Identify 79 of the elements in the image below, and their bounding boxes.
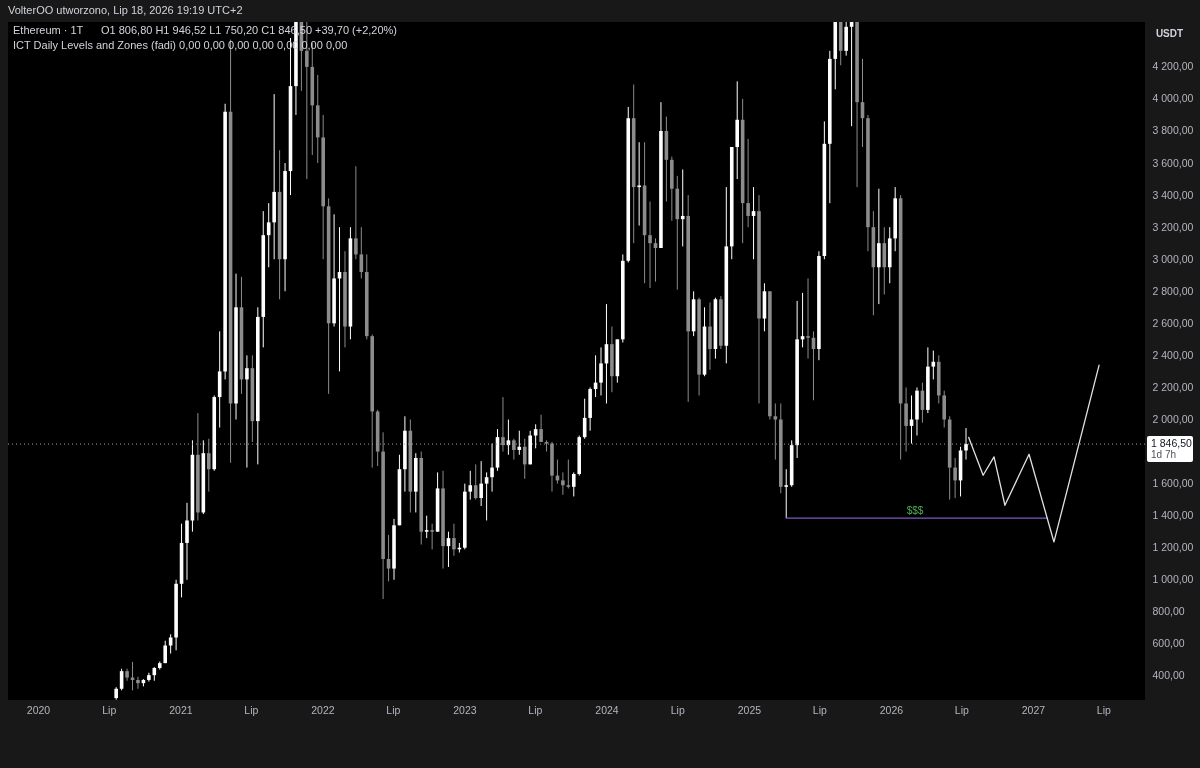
x-tick-label: 2021 bbox=[169, 703, 193, 716]
candlestick bbox=[490, 443, 494, 493]
x-tick-label: Lip bbox=[1096, 703, 1112, 716]
candlestick bbox=[522, 438, 527, 480]
candlestick bbox=[599, 346, 603, 396]
x-tick-label: Lip bbox=[528, 703, 543, 716]
x-tick-label: 2027 bbox=[1021, 703, 1046, 716]
ref-line-label: 1 846,50 bbox=[1151, 437, 1193, 450]
candlestick bbox=[501, 396, 505, 453]
candlestick bbox=[452, 523, 456, 557]
x-tick-label: 2022 bbox=[311, 703, 335, 716]
y-tick-label: 2 600,00 bbox=[1152, 316, 1194, 329]
y-tick-label: 1 400,00 bbox=[1152, 509, 1194, 522]
candlestick bbox=[571, 471, 576, 497]
y-tick-label: 3 600,00 bbox=[1152, 156, 1194, 169]
chart-subtitle: Ethereum · 1T bbox=[13, 24, 84, 36]
x-tick-label: Lip bbox=[670, 703, 685, 716]
y-tick-label: 3 200,00 bbox=[1152, 220, 1194, 233]
x-tick-label: Lip bbox=[954, 703, 969, 716]
candlestick bbox=[473, 463, 478, 501]
candlestick bbox=[773, 402, 778, 461]
candlestick bbox=[784, 468, 789, 519]
x-tick-label: Lip bbox=[244, 703, 259, 716]
candlestick bbox=[806, 277, 810, 360]
candlestick bbox=[953, 457, 957, 499]
candlestick bbox=[168, 633, 173, 655]
candlestick bbox=[561, 471, 565, 496]
chart-title: VolterOO utworzono, Lip 18, 2026 19:19 UTC+2 bbox=[8, 3, 243, 16]
x-tick-label: 2026 bbox=[879, 703, 904, 716]
candlestick bbox=[136, 676, 140, 690]
line-series bbox=[968, 364, 1100, 543]
candlestick bbox=[266, 202, 271, 268]
y-tick-label: 2 800,00 bbox=[1152, 284, 1194, 297]
y-tick-label: 4 200,00 bbox=[1152, 60, 1194, 73]
candlestick bbox=[468, 470, 473, 501]
y-tick-label: 3 000,00 bbox=[1152, 252, 1194, 265]
x-tick-label: 2024 bbox=[595, 703, 619, 716]
y-tick-label: 1 200,00 bbox=[1152, 541, 1194, 554]
candlestick bbox=[637, 141, 641, 227]
candlestick bbox=[680, 168, 685, 247]
x-tick-label: Lip bbox=[386, 703, 401, 716]
candlestick bbox=[904, 386, 908, 453]
candlestick bbox=[512, 438, 516, 461]
candlestick bbox=[708, 302, 712, 371]
y-tick-label: 400,00 bbox=[1152, 669, 1185, 682]
candlestick bbox=[517, 430, 522, 456]
candlestick bbox=[484, 471, 489, 521]
candlestick bbox=[245, 354, 249, 469]
y-tick-label: 800,00 bbox=[1152, 605, 1185, 618]
x-tick-label: 2020 bbox=[26, 703, 51, 716]
x-tick-label: 2025 bbox=[737, 703, 762, 716]
candlestick bbox=[648, 201, 652, 289]
y-tick-label: 1 600,00 bbox=[1152, 477, 1194, 490]
candlestick bbox=[424, 515, 429, 539]
candlestick bbox=[964, 427, 968, 461]
text: 1d 7h bbox=[1151, 449, 1177, 461]
candlestick bbox=[566, 459, 571, 489]
y-axis-title: USDT bbox=[1155, 27, 1184, 39]
y-tick-label: 3 800,00 bbox=[1152, 124, 1194, 137]
candlestick bbox=[185, 502, 189, 581]
y-tick-label: 600,00 bbox=[1152, 637, 1185, 650]
candlestick bbox=[430, 523, 434, 550]
x-tick-label: Lip bbox=[812, 703, 827, 716]
candlestick bbox=[206, 438, 211, 493]
candlestick bbox=[533, 423, 538, 449]
candlestick bbox=[746, 138, 750, 228]
y-tick-label: 2 400,00 bbox=[1152, 348, 1194, 361]
y-tick-label: 1 000,00 bbox=[1152, 573, 1194, 586]
y-tick-label: 2 200,00 bbox=[1152, 380, 1194, 393]
candlestick bbox=[479, 460, 483, 507]
candlestick bbox=[539, 414, 543, 443]
y-tick-label: 2 000,00 bbox=[1152, 413, 1194, 425]
candlestick bbox=[544, 439, 549, 453]
x-tick-label: Lip bbox=[102, 703, 117, 716]
y-tick-label: 4 000,00 bbox=[1152, 92, 1194, 105]
x-tick-label: 2023 bbox=[453, 703, 477, 716]
y-tick-label: 3 400,00 bbox=[1152, 188, 1194, 201]
annotation: $$$ bbox=[906, 505, 924, 517]
candlestick bbox=[354, 165, 358, 260]
